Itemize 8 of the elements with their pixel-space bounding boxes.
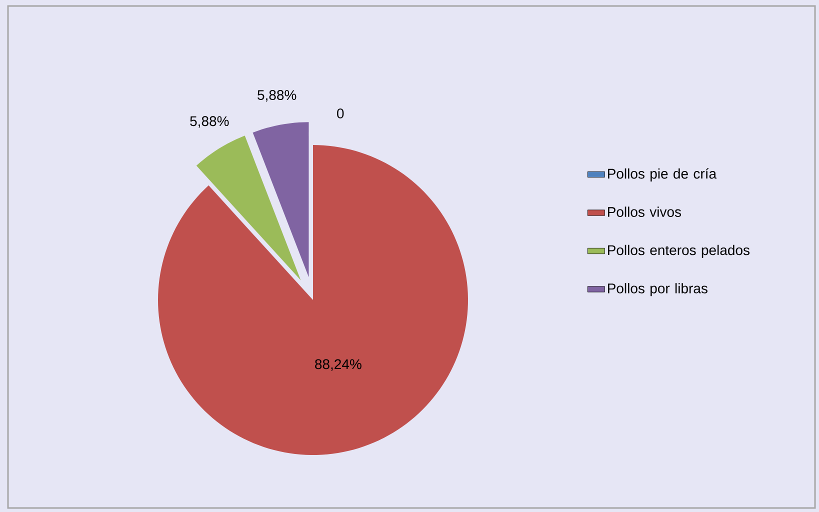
- legend-label: Pollos por libras: [608, 283, 708, 296]
- legend-label: Pollos pie de cría: [608, 168, 717, 182]
- text: 0: [337, 108, 344, 118]
- legend-label: Pollos enteros pelados: [608, 244, 750, 258]
- data-label: 5,88%: [258, 90, 296, 102]
- data-label: 88,24%: [315, 359, 362, 371]
- data-label: 5,88%: [190, 116, 229, 128]
- legend-label: Pollos vivos: [608, 206, 682, 217]
